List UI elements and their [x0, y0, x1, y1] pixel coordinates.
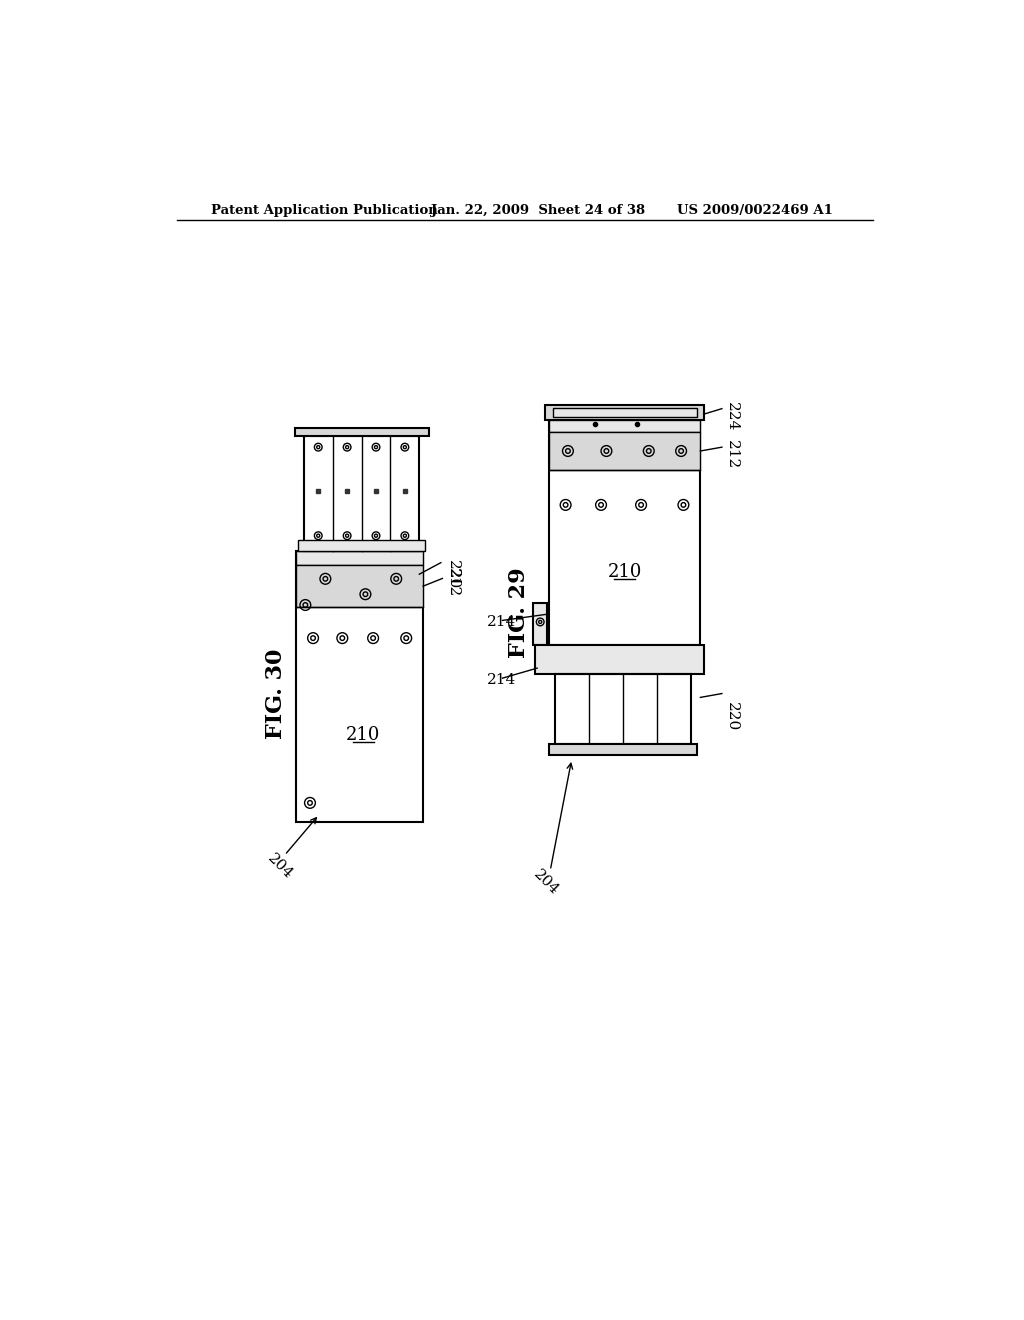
Bar — [295, 428, 429, 436]
Bar — [535, 645, 705, 675]
Text: 220: 220 — [725, 702, 739, 731]
Bar — [555, 675, 691, 743]
Bar — [296, 552, 423, 565]
Text: 210: 210 — [346, 726, 381, 744]
Text: 204: 204 — [265, 851, 296, 882]
Bar — [549, 432, 700, 470]
Bar — [296, 552, 423, 822]
Text: 214: 214 — [487, 673, 516, 686]
Bar — [545, 405, 705, 420]
Bar — [549, 420, 700, 645]
Bar — [534, 603, 547, 645]
Text: 212: 212 — [725, 441, 739, 470]
Bar — [304, 436, 419, 552]
Text: US 2009/0022469 A1: US 2009/0022469 A1 — [677, 205, 834, 218]
Text: 210: 210 — [607, 562, 642, 581]
Bar — [553, 408, 696, 417]
Text: 224: 224 — [725, 401, 739, 430]
Text: 204: 204 — [531, 867, 561, 898]
Text: 214: 214 — [487, 615, 516, 628]
Bar — [296, 565, 423, 607]
Text: Jan. 22, 2009  Sheet 24 of 38: Jan. 22, 2009 Sheet 24 of 38 — [431, 205, 645, 218]
Text: 220: 220 — [446, 560, 460, 589]
Text: Patent Application Publication: Patent Application Publication — [211, 205, 438, 218]
Text: FIG. 30: FIG. 30 — [265, 648, 288, 739]
Text: 212: 212 — [446, 568, 460, 597]
Text: FIG. 29: FIG. 29 — [508, 568, 529, 657]
Bar — [549, 743, 697, 755]
Bar — [549, 420, 700, 432]
Bar — [298, 540, 425, 552]
